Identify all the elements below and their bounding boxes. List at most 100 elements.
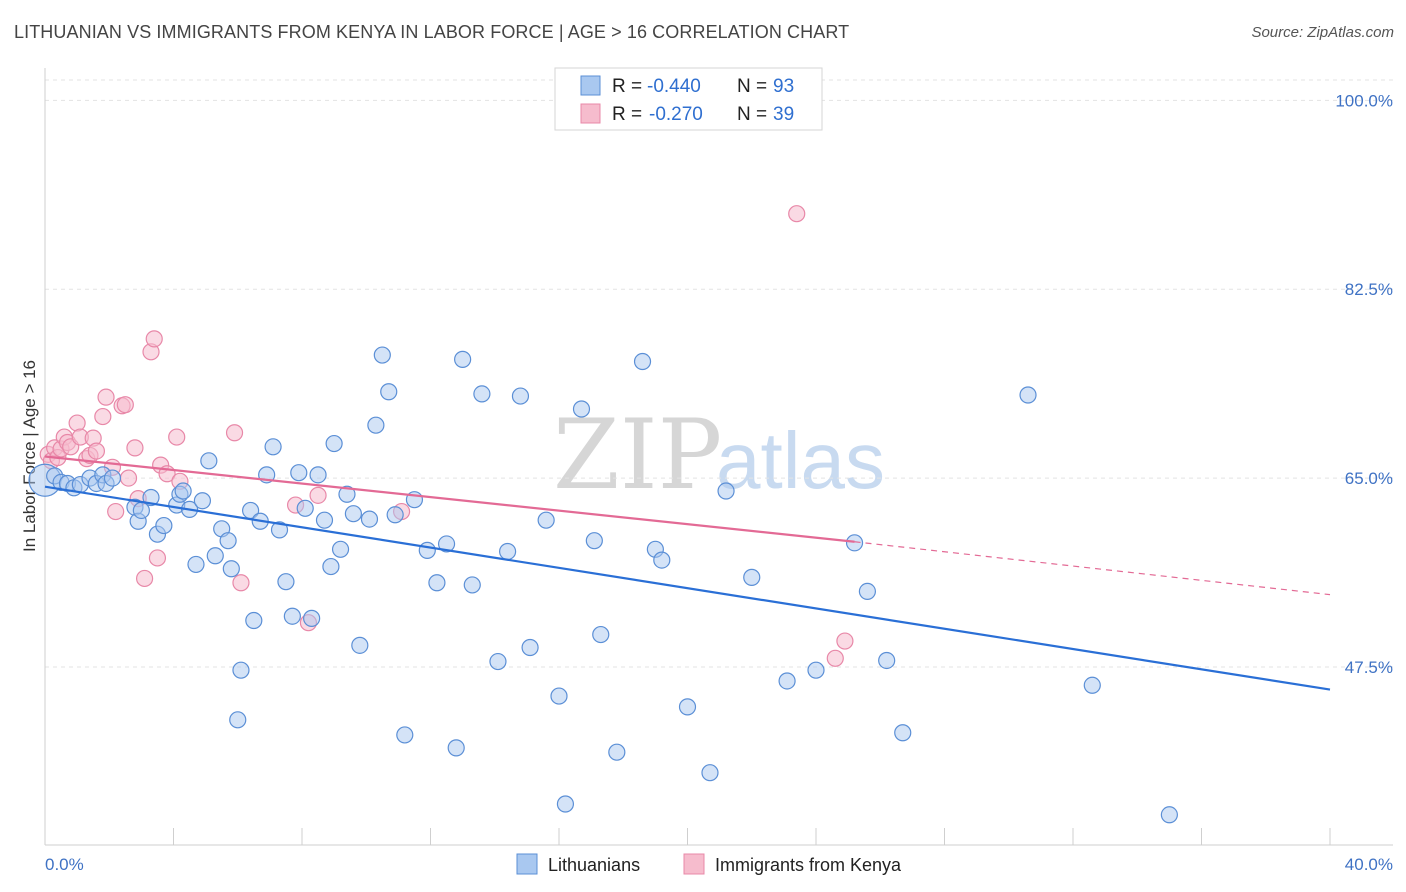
data-point-kenya bbox=[232, 574, 250, 592]
data-point-lithuanians bbox=[309, 466, 327, 484]
data-point-lithuanians bbox=[556, 795, 575, 813]
data-point-lithuanians bbox=[489, 652, 507, 671]
data-point-lithuanians bbox=[338, 485, 356, 503]
legend-n-label-2: N = bbox=[737, 104, 767, 125]
data-point-lithuanians bbox=[386, 506, 404, 524]
series-kenya-points bbox=[39, 205, 854, 667]
data-point-lithuanians bbox=[1160, 806, 1178, 824]
data-point-lithuanians bbox=[858, 582, 877, 600]
data-point-lithuanians bbox=[193, 492, 212, 510]
data-point-lithuanians bbox=[653, 551, 671, 569]
legend-r-label-1: R = bbox=[612, 76, 642, 97]
data-point-lithuanians bbox=[344, 505, 362, 523]
data-point-kenya bbox=[87, 442, 106, 460]
data-point-lithuanians bbox=[264, 438, 282, 456]
data-point-lithuanians bbox=[396, 726, 414, 744]
x-tick-label: 40.0% bbox=[1345, 855, 1393, 874]
trend-line-kenya-extension bbox=[854, 541, 1331, 596]
data-point-lithuanians bbox=[845, 534, 864, 552]
data-point-kenya bbox=[309, 486, 327, 504]
data-point-lithuanians bbox=[367, 416, 385, 434]
data-point-kenya bbox=[148, 549, 167, 567]
data-point-lithuanians bbox=[380, 383, 398, 401]
y-tick-label: 100.0% bbox=[1335, 91, 1393, 110]
data-point-lithuanians bbox=[585, 532, 603, 550]
data-point-lithuanians bbox=[743, 568, 761, 586]
data-point-lithuanians bbox=[155, 516, 173, 535]
data-point-kenya bbox=[135, 569, 154, 588]
data-point-lithuanians bbox=[200, 452, 218, 470]
data-point-kenya bbox=[225, 424, 244, 442]
data-point-lithuanians bbox=[894, 724, 912, 742]
data-point-lithuanians bbox=[277, 573, 295, 591]
data-point-kenya bbox=[168, 428, 186, 446]
data-point-kenya bbox=[97, 388, 115, 406]
data-point-lithuanians bbox=[550, 687, 568, 705]
chart-title: LITHUANIAN VS IMMIGRANTS FROM KENYA IN L… bbox=[14, 22, 850, 42]
data-point-lithuanians bbox=[360, 510, 379, 528]
legend-n-value-2: 39 bbox=[773, 104, 794, 125]
data-point-lithuanians bbox=[778, 672, 796, 690]
data-point-lithuanians bbox=[331, 540, 350, 558]
legend-n-label-1: N = bbox=[737, 76, 767, 97]
data-point-lithuanians bbox=[232, 661, 250, 679]
data-point-lithuanians bbox=[142, 488, 160, 507]
legend-r-value-1: -0.440 bbox=[647, 76, 701, 97]
data-point-lithuanians bbox=[678, 698, 697, 716]
data-point-lithuanians bbox=[1083, 676, 1101, 694]
x-tick-labels: 0.0% 40.0% bbox=[45, 855, 1393, 874]
data-point-lithuanians bbox=[807, 661, 825, 679]
data-point-kenya bbox=[68, 414, 86, 432]
data-point-lithuanians bbox=[608, 743, 626, 761]
data-point-lithuanians bbox=[219, 532, 237, 550]
data-point-lithuanians bbox=[592, 625, 610, 644]
data-point-kenya bbox=[116, 396, 134, 414]
legend-swatch-kenya bbox=[580, 103, 601, 124]
data-point-lithuanians bbox=[373, 346, 391, 364]
data-point-lithuanians bbox=[322, 557, 340, 576]
data-point-lithuanians bbox=[174, 482, 192, 500]
y-tick-label: 47.5% bbox=[1345, 658, 1393, 677]
data-point-lithuanians bbox=[315, 511, 334, 529]
data-point-lithuanians bbox=[270, 521, 289, 539]
data-point-lithuanians bbox=[447, 739, 465, 757]
chart-source: Source: ZipAtlas.com bbox=[1251, 24, 1394, 41]
data-point-kenya bbox=[836, 632, 854, 650]
data-point-lithuanians bbox=[351, 636, 369, 654]
data-point-lithuanians bbox=[303, 609, 321, 627]
data-point-lithuanians bbox=[537, 511, 555, 529]
data-point-lithuanians bbox=[454, 350, 472, 368]
data-point-lithuanians bbox=[521, 638, 539, 657]
data-point-lithuanians bbox=[499, 542, 517, 561]
data-point-kenya bbox=[788, 205, 806, 223]
y-axis-title: In Labor Force | Age > 16 bbox=[20, 360, 39, 552]
y-tick-label: 65.0% bbox=[1345, 469, 1393, 488]
data-point-lithuanians bbox=[283, 607, 301, 625]
y-tick-label: 82.5% bbox=[1345, 280, 1393, 299]
watermark-zip: ZIP bbox=[553, 399, 722, 511]
legend-swatch-lithuanians bbox=[580, 75, 601, 96]
data-point-lithuanians bbox=[290, 464, 308, 482]
data-point-lithuanians bbox=[296, 499, 314, 517]
data-point-lithuanians bbox=[103, 469, 122, 487]
data-point-lithuanians bbox=[572, 400, 591, 418]
trend-lines bbox=[44, 455, 1331, 691]
watermark-atlas: atlas bbox=[716, 416, 885, 505]
bottom-legend-label-kenya: Immigrants from Kenya bbox=[715, 855, 902, 875]
legend-n-value-1: 93 bbox=[773, 76, 794, 97]
data-point-kenya bbox=[107, 502, 125, 521]
data-point-lithuanians bbox=[245, 611, 263, 630]
data-point-lithuanians bbox=[463, 576, 481, 594]
data-point-lithuanians bbox=[229, 711, 247, 729]
trend-line-kenya bbox=[44, 455, 855, 543]
data-point-lithuanians bbox=[1019, 386, 1037, 404]
data-point-lithuanians bbox=[473, 385, 491, 403]
data-point-lithuanians bbox=[717, 482, 735, 500]
data-point-kenya bbox=[94, 407, 112, 426]
data-point-lithuanians bbox=[878, 651, 896, 670]
data-point-lithuanians bbox=[701, 764, 719, 782]
data-point-lithuanians bbox=[418, 541, 436, 559]
data-point-kenya bbox=[145, 330, 163, 348]
x-tick-label: 0.0% bbox=[45, 855, 84, 874]
